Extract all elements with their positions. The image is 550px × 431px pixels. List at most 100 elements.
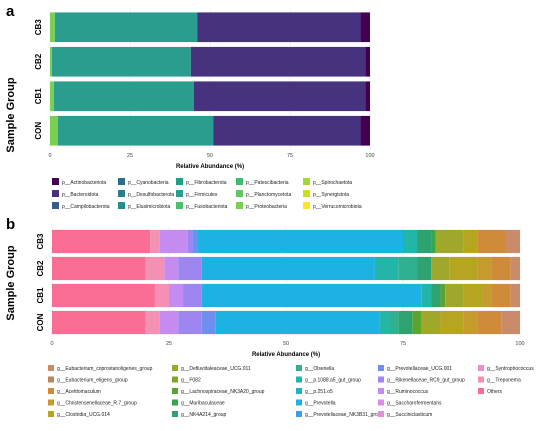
bar-segment [54, 12, 198, 43]
legend-swatch [296, 365, 302, 371]
legend-label: g__Prevotellaceae_NK3B31_group [305, 412, 384, 418]
legend-swatch [52, 178, 59, 185]
legend-swatch [236, 202, 243, 209]
bar-segment [159, 310, 179, 335]
legend-swatch [118, 178, 125, 185]
bar-segment [388, 310, 399, 335]
legend-label: g__Muribaculaceae [181, 401, 225, 407]
legend-swatch [48, 411, 54, 417]
legend-swatch [118, 202, 125, 209]
bar-segment [510, 256, 520, 281]
panel-b-plot: CB3 CB2 CB1 CON 0 25 50 75 100 [36, 226, 525, 347]
y-tick-label: CB1 [36, 287, 45, 304]
bar-segment [50, 115, 58, 146]
bar-segment [201, 283, 422, 308]
bar-segment [360, 12, 370, 43]
bar-segment [197, 12, 361, 43]
bar-segment [52, 256, 146, 281]
legend-label: g__Eubacterium_coprostanoligenes_group [57, 366, 153, 372]
legend-label: g__Christensenellaceae_R.7_group [57, 401, 137, 407]
legend-label: g__Olsenella [305, 366, 334, 372]
bar-segment [477, 256, 492, 281]
bar-segment [431, 229, 436, 254]
bar-segment [365, 46, 370, 77]
legend-swatch [378, 388, 384, 394]
legend-label: p__Fusobacteriota [186, 204, 228, 210]
bar-segment [52, 283, 155, 308]
legend-swatch [176, 202, 183, 209]
legend-label: p__Bacteroidota [62, 192, 99, 198]
y-tick-label: CB1 [34, 88, 43, 105]
bar-segment [477, 310, 502, 335]
legend-swatch [296, 399, 302, 406]
bar-segment [431, 283, 441, 308]
bar-segment [449, 256, 478, 281]
y-tick-label: CB2 [34, 53, 43, 70]
legend-label: p__Spirochaetota [313, 180, 352, 186]
legend-label: p__Patescibacteria [246, 180, 289, 186]
legend-swatch [172, 399, 178, 406]
panel-a-legend: p__Actinobacteriota p__Bacteroidota p__Cam… [52, 178, 362, 210]
legend-swatch [378, 376, 384, 383]
legend-swatch [296, 376, 302, 383]
legend-label: p__Verrucomicrobiota [313, 204, 362, 210]
bar-segment [360, 115, 370, 146]
legend-swatch [172, 388, 178, 394]
x-tick-label: 50 [207, 153, 213, 159]
panel-a-letter: a [6, 3, 15, 20]
x-tick-label: 75 [287, 153, 293, 159]
x-tick-label: 25 [166, 341, 172, 347]
legend-label: p__Campilobacterota [62, 204, 110, 210]
bar-segment [421, 283, 432, 308]
bar-segment [194, 81, 366, 112]
bar-segment [192, 229, 198, 254]
bar-segment [445, 283, 464, 308]
panel-b-xlabel: Relative Abundance (%) [252, 352, 320, 358]
bar-segment [50, 12, 55, 43]
legend-swatch [48, 365, 54, 371]
bar-segment [435, 229, 464, 254]
legend-label: g__p.251.o5 [305, 389, 333, 395]
bar-segment [417, 229, 432, 254]
bar-segment [403, 229, 418, 254]
legend-label: g__Defluviitaleaceae_UCG.011 [181, 366, 251, 372]
bar-segment [190, 46, 366, 77]
bar-segment [417, 256, 432, 281]
bar-segment [431, 256, 450, 281]
panel-b-ylabel: Sample Group [5, 245, 17, 320]
x-tick-label: 0 [48, 153, 51, 159]
legend-label: g__Treponema [487, 378, 521, 384]
legend-swatch [478, 365, 484, 371]
y-tick-label: CB2 [36, 260, 45, 277]
legend-swatch [52, 202, 59, 209]
bar-segment [440, 310, 464, 335]
bar-segment [477, 229, 506, 254]
legend-swatch [236, 178, 243, 185]
legend-swatch [478, 388, 484, 394]
legend-label: g__Prevotella [305, 401, 336, 407]
legend-swatch [48, 399, 54, 406]
bar-segment [159, 229, 188, 254]
legend-label: p__Cyanobacteria [128, 180, 169, 186]
legend-swatch [303, 202, 310, 209]
y-tick-label: CON [36, 313, 45, 331]
bar-segment [365, 81, 370, 112]
legend-swatch [176, 190, 183, 197]
legend-label: p__Fibrobacterota [186, 180, 227, 186]
bar-segment [491, 256, 511, 281]
legend-label: g__p.1088.a5_gut_group [305, 378, 361, 384]
bar-segment [150, 229, 160, 254]
legend-swatch [118, 190, 125, 197]
bar-segment [164, 256, 179, 281]
bar-segment [201, 256, 375, 281]
bar-segment [52, 310, 146, 335]
legend-label: g__Succiniclasticum [387, 412, 432, 418]
y-tick-label: CON [34, 122, 43, 140]
legend-swatch [176, 178, 183, 185]
bar-segment [412, 310, 422, 335]
legend-swatch [378, 365, 384, 371]
x-tick-label: 100 [365, 153, 374, 159]
bar-segment [50, 81, 54, 112]
bar-segment [145, 310, 160, 335]
legend-label: g__Acetitomaculum [57, 389, 101, 395]
